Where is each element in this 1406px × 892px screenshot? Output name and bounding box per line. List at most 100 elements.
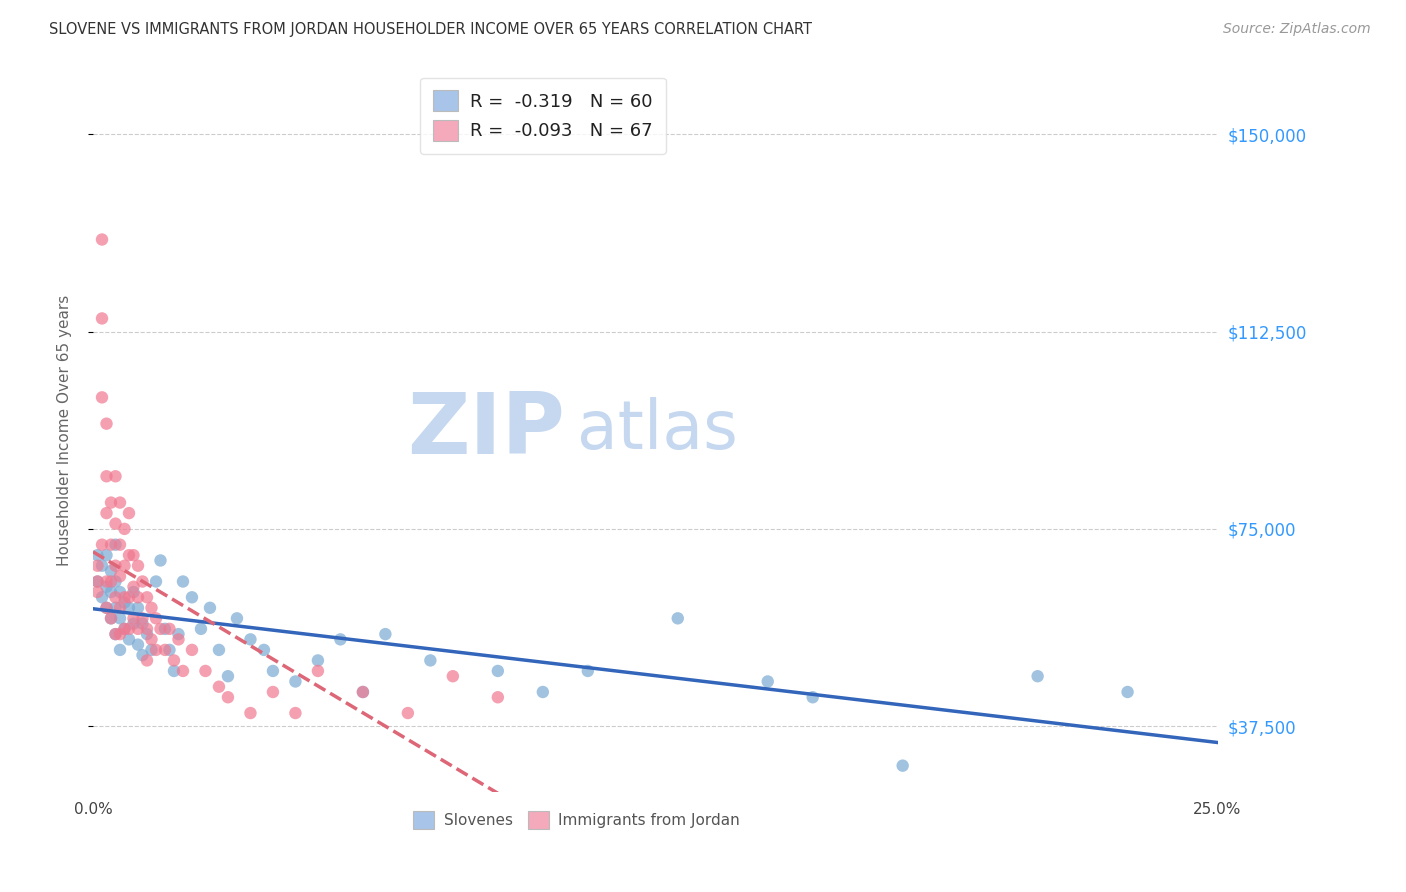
Point (127, 622, 149, 636)
Point (104, 591, 127, 605)
Point (104, 600, 127, 615)
Point (122, 616, 145, 631)
Point (153, 643, 176, 657)
Point (190, 622, 212, 636)
Point (194, 664, 217, 678)
Point (118, 548, 141, 562)
Point (576, 664, 599, 678)
Point (114, 522, 136, 536)
Point (131, 648, 153, 662)
Point (136, 591, 159, 605)
Point (141, 643, 163, 657)
Point (239, 632, 262, 647)
Point (441, 669, 464, 683)
Point (96, 417, 118, 431)
Point (127, 591, 149, 605)
Point (114, 622, 136, 636)
Point (108, 627, 131, 641)
Text: ZIP: ZIP (408, 389, 565, 472)
Point (145, 643, 167, 657)
Point (167, 627, 190, 641)
Point (1116, 685, 1139, 699)
Point (159, 622, 181, 636)
Point (104, 558, 127, 573)
Point (172, 664, 194, 678)
Point (104, 627, 127, 641)
Point (486, 664, 509, 678)
Point (100, 564, 122, 578)
Point (208, 680, 231, 694)
Point (136, 627, 159, 641)
Point (159, 643, 181, 657)
Point (108, 600, 131, 615)
Text: SLOVENE VS IMMIGRANTS FROM JORDAN HOUSEHOLDER INCOME OVER 65 YEARS CORRELATION C: SLOVENE VS IMMIGRANTS FROM JORDAN HOUSEH… (49, 22, 813, 37)
Point (91, 390, 114, 404)
Point (100, 538, 122, 552)
Point (217, 669, 239, 683)
Text: Source: ZipAtlas.com: Source: ZipAtlas.com (1223, 22, 1371, 37)
Point (801, 690, 824, 705)
Point (96, 574, 118, 589)
Point (96, 600, 118, 615)
Point (262, 685, 284, 699)
Point (172, 574, 194, 589)
Point (145, 611, 167, 625)
Point (86, 574, 108, 589)
Point (104, 627, 127, 641)
Point (153, 622, 176, 636)
Point (217, 690, 239, 705)
Point (198, 600, 221, 615)
Point (100, 495, 122, 509)
Point (181, 591, 204, 605)
Point (253, 643, 276, 657)
Point (91, 591, 114, 605)
Point (104, 469, 127, 483)
Point (86, 585, 108, 599)
Point (666, 611, 689, 625)
Point (86, 558, 108, 573)
Point (108, 585, 131, 599)
Y-axis label: Householder Income Over 65 years: Householder Income Over 65 years (58, 294, 72, 566)
Point (108, 611, 131, 625)
Point (131, 611, 153, 625)
Point (136, 622, 159, 636)
Point (104, 516, 127, 531)
Point (131, 616, 153, 631)
Point (96, 469, 118, 483)
Point (104, 538, 127, 552)
Point (96, 506, 118, 520)
Point (122, 580, 145, 594)
Point (122, 548, 145, 562)
Point (891, 758, 914, 772)
Point (307, 664, 329, 678)
Point (108, 569, 131, 583)
Point (96, 580, 118, 594)
Point (374, 627, 396, 641)
Point (100, 574, 122, 589)
Point (118, 632, 141, 647)
Point (284, 674, 307, 689)
Point (122, 585, 145, 599)
Point (145, 574, 167, 589)
Point (91, 311, 114, 326)
Legend: Slovenes, Immigrants from Jordan: Slovenes, Immigrants from Jordan (406, 805, 747, 835)
Point (108, 538, 131, 552)
Point (100, 611, 122, 625)
Point (104, 574, 127, 589)
Point (86, 574, 108, 589)
Point (756, 674, 779, 689)
Point (108, 643, 131, 657)
Point (108, 495, 131, 509)
Point (114, 596, 136, 610)
Point (100, 585, 122, 599)
Point (122, 611, 145, 625)
Point (114, 622, 136, 636)
Point (149, 553, 172, 567)
Point (284, 706, 307, 720)
Point (419, 653, 441, 667)
Point (1026, 669, 1049, 683)
Point (352, 685, 374, 699)
Point (307, 653, 329, 667)
Point (127, 600, 149, 615)
Point (96, 600, 118, 615)
